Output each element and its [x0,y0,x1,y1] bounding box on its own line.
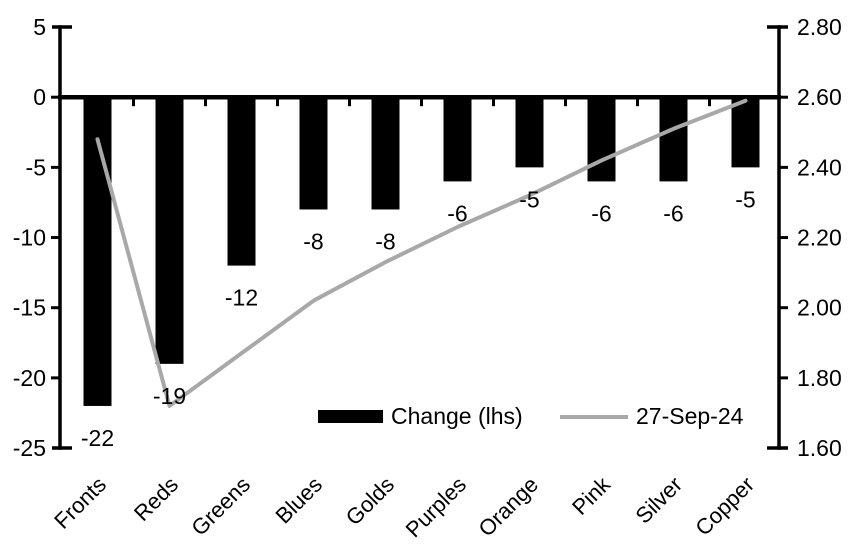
bar-label: -5 [519,186,539,212]
left-axis-label: -20 [13,365,46,391]
bar-orange [515,95,544,168]
bar-label: -6 [663,200,683,226]
left-axis-label: -25 [13,435,46,461]
category-label-orange: Orange [473,472,543,542]
left-axis-label: 5 [33,14,46,40]
legend-line-label: 27-Sep-24 [636,403,744,429]
left-axis-label: -15 [13,295,46,321]
bar-silver [659,95,688,182]
bar-reds [155,95,184,364]
category-label-copper: Copper [690,472,759,541]
right-axis-label: 1.80 [797,365,842,391]
left-axis-label: 0 [33,84,46,110]
bar-label: -6 [447,200,467,226]
bar-greens [227,95,256,266]
line-series [95,98,748,408]
category-label-blues: Blues [270,472,327,529]
category-label-greens: Greens [186,472,255,541]
right-axis-label: 1.60 [797,435,842,461]
bar-label: -5 [735,186,755,212]
bar-fronts [83,95,112,406]
right-axis-label: 2.20 [797,225,842,251]
category-label-reds: Reds [129,472,183,526]
legend-bar-swatch [318,410,383,423]
legend-bar-label: Change (lhs) [391,403,523,429]
bar-blues [299,95,328,210]
bar-golds [371,95,400,210]
left-axis-label: -5 [26,154,46,180]
category-label-pink: Pink [567,471,616,520]
category-label-golds: Golds [341,472,399,530]
bar-label: -12 [225,285,258,311]
bar-label: -8 [375,228,395,254]
bar-copper [731,95,760,168]
bar-label: -8 [303,228,323,254]
category-label-purples: Purples [401,472,471,542]
right-axis-label: 2.60 [797,84,842,110]
category-label-silver: Silver [630,472,687,529]
bar-label: -6 [591,200,611,226]
right-axis-label: 2.80 [797,14,842,40]
bar-label: -22 [81,425,114,451]
bar-purples [443,95,472,182]
bar-pink [587,95,616,182]
right-axis-label: 2.40 [797,154,842,180]
left-axis-label: -10 [13,225,46,251]
bar-label: -19 [153,383,186,409]
category-label-fronts: Fronts [49,472,111,534]
right-axis-label: 2.00 [797,295,842,321]
